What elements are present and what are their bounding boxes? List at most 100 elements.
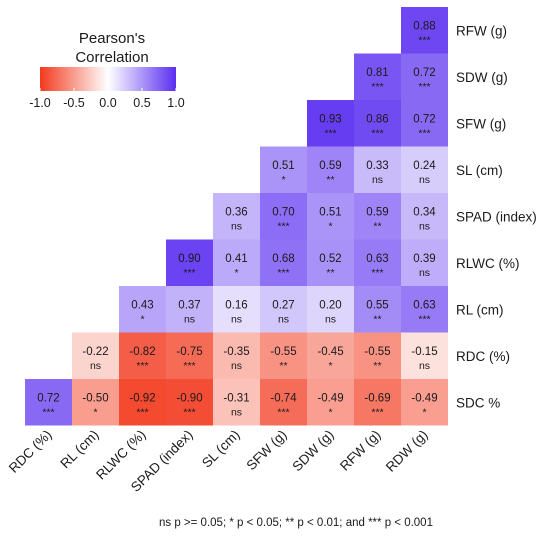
- cell-significance-label: ***: [418, 127, 430, 139]
- heatmap-cell-fill: [213, 379, 260, 426]
- significance-footnote: ns p >= 0.05; * p < 0.05; ** p < 0.01; a…: [159, 517, 433, 529]
- row-label: SDC %: [456, 395, 500, 410]
- cell-significance-label: ***: [371, 81, 383, 93]
- heatmap-cell: 0.88 ***: [401, 7, 448, 54]
- cell-value-label: 0.88: [413, 20, 435, 32]
- heatmap-cell-fill: [354, 239, 401, 286]
- heatmap-cell: 0.33 ns: [354, 146, 401, 193]
- cell-significance-label: ***: [183, 360, 195, 372]
- cell-value-label: -0.35: [223, 346, 249, 358]
- heatmap-cell-fill: [213, 332, 260, 379]
- cell-value-label: 0.72: [413, 67, 435, 79]
- cell-value-label: 0.52: [319, 253, 341, 265]
- heatmap-cell-fill: [307, 332, 354, 379]
- heatmap-cell: 0.70 ***: [260, 193, 307, 240]
- heatmap-cell-fill: [119, 379, 166, 426]
- heatmap-cell-fill: [401, 53, 448, 100]
- cell-value-label: -0.50: [82, 392, 108, 404]
- heatmap-cell-fill: [119, 332, 166, 379]
- column-label: RDW (g): [383, 427, 431, 475]
- cell-value-label: 0.41: [225, 253, 247, 265]
- heatmap-cell-fill: [119, 286, 166, 333]
- cell-value-label: 0.51: [272, 160, 294, 172]
- cell-significance-label: *: [328, 360, 332, 372]
- heatmap-cell: 0.20 ns: [307, 286, 354, 333]
- cell-significance-label: *: [281, 174, 285, 186]
- cell-value-label: 0.43: [131, 299, 153, 311]
- heatmap-cell: -0.45 *: [307, 332, 354, 379]
- cell-value-label: 0.27: [272, 299, 294, 311]
- cell-significance-label: ns: [231, 313, 242, 325]
- heatmap-cell: -0.50 *: [72, 379, 119, 426]
- cell-significance-label: ***: [277, 406, 289, 418]
- cell-significance-label: ***: [371, 406, 383, 418]
- heatmap-cell-fill: [260, 193, 307, 240]
- heatmap-cells: 0.88***0.81***0.72***0.93***0.86***0.72*…: [25, 7, 448, 426]
- heatmap-cell: 0.68 ***: [260, 239, 307, 286]
- cell-significance-label: **: [373, 220, 381, 232]
- column-label: SDW (g): [289, 427, 336, 474]
- cell-significance-label: ns: [325, 313, 336, 325]
- cell-value-label: 0.39: [413, 253, 435, 265]
- heatmap-cell: 0.52 **: [307, 239, 354, 286]
- cell-value-label: 0.51: [319, 206, 341, 218]
- heatmap-cell-fill: [401, 332, 448, 379]
- row-label: SDW (g): [456, 70, 508, 85]
- legend-tick-label: 1.0: [167, 96, 184, 110]
- cell-value-label: -0.45: [317, 346, 343, 358]
- legend-tick-label: 0.5: [133, 96, 150, 110]
- cell-value-label: -0.31: [223, 392, 249, 404]
- cell-significance-label: *: [328, 406, 332, 418]
- heatmap-cell-fill: [213, 239, 260, 286]
- heatmap-cell: 0.59 **: [354, 193, 401, 240]
- cell-significance-label: ***: [183, 406, 195, 418]
- cell-value-label: -0.49: [317, 392, 343, 404]
- cell-significance-label: ***: [324, 127, 336, 139]
- cell-value-label: -0.75: [176, 346, 202, 358]
- heatmap-cell: -0.75 ***: [166, 332, 213, 379]
- heatmap-cell-fill: [354, 379, 401, 426]
- heatmap-cell-fill: [401, 239, 448, 286]
- cell-significance-label: ns: [231, 220, 242, 232]
- cell-value-label: -0.22: [82, 346, 108, 358]
- cell-value-label: 0.72: [413, 113, 435, 125]
- cell-value-label: 0.72: [37, 392, 59, 404]
- heatmap-cell-fill: [72, 332, 119, 379]
- cell-value-label: 0.24: [413, 160, 436, 172]
- heatmap-cell-fill: [307, 286, 354, 333]
- cell-significance-label: ns: [419, 174, 430, 186]
- cell-value-label: -0.74: [270, 392, 297, 404]
- heatmap-cell-fill: [354, 100, 401, 147]
- cell-significance-label: ns: [184, 313, 195, 325]
- heatmap-cell: -0.15 ns: [401, 332, 448, 379]
- cell-value-label: 0.59: [319, 160, 341, 172]
- heatmap-cell-fill: [166, 286, 213, 333]
- column-label: RDC (%): [6, 427, 55, 476]
- cell-significance-label: *: [93, 406, 97, 418]
- cell-significance-label: ns: [419, 220, 430, 232]
- column-label: RL (cm): [57, 427, 101, 471]
- heatmap-cell: -0.22 ns: [72, 332, 119, 379]
- heatmap-cell-fill: [166, 379, 213, 426]
- cell-value-label: -0.55: [270, 346, 296, 358]
- heatmap-cell: -0.35 ns: [213, 332, 260, 379]
- heatmap-cell: -0.55 **: [354, 332, 401, 379]
- row-label: SPAD (index): [456, 209, 537, 224]
- heatmap-cell: -0.49 *: [307, 379, 354, 426]
- cell-value-label: 0.37: [178, 299, 200, 311]
- heatmap-cell-fill: [260, 239, 307, 286]
- heatmap-cell-fill: [401, 286, 448, 333]
- heatmap-cell-fill: [166, 332, 213, 379]
- heatmap-cell: 0.51 *: [307, 193, 354, 240]
- legend: Pearson's Correlation -1.0 -0.5 0.0 0.5 1.0: [29, 30, 185, 110]
- heatmap-cell: 0.59 **: [307, 146, 354, 193]
- cell-significance-label: ***: [277, 267, 289, 279]
- heatmap-cell: -0.82 ***: [119, 332, 166, 379]
- cell-value-label: -0.92: [129, 392, 155, 404]
- heatmap-cell-fill: [354, 146, 401, 193]
- heatmap-cell: 0.37 ns: [166, 286, 213, 333]
- legend-title-line-2: Correlation: [75, 49, 148, 66]
- cell-value-label: 0.93: [319, 113, 341, 125]
- column-label: SFW (g): [243, 427, 289, 473]
